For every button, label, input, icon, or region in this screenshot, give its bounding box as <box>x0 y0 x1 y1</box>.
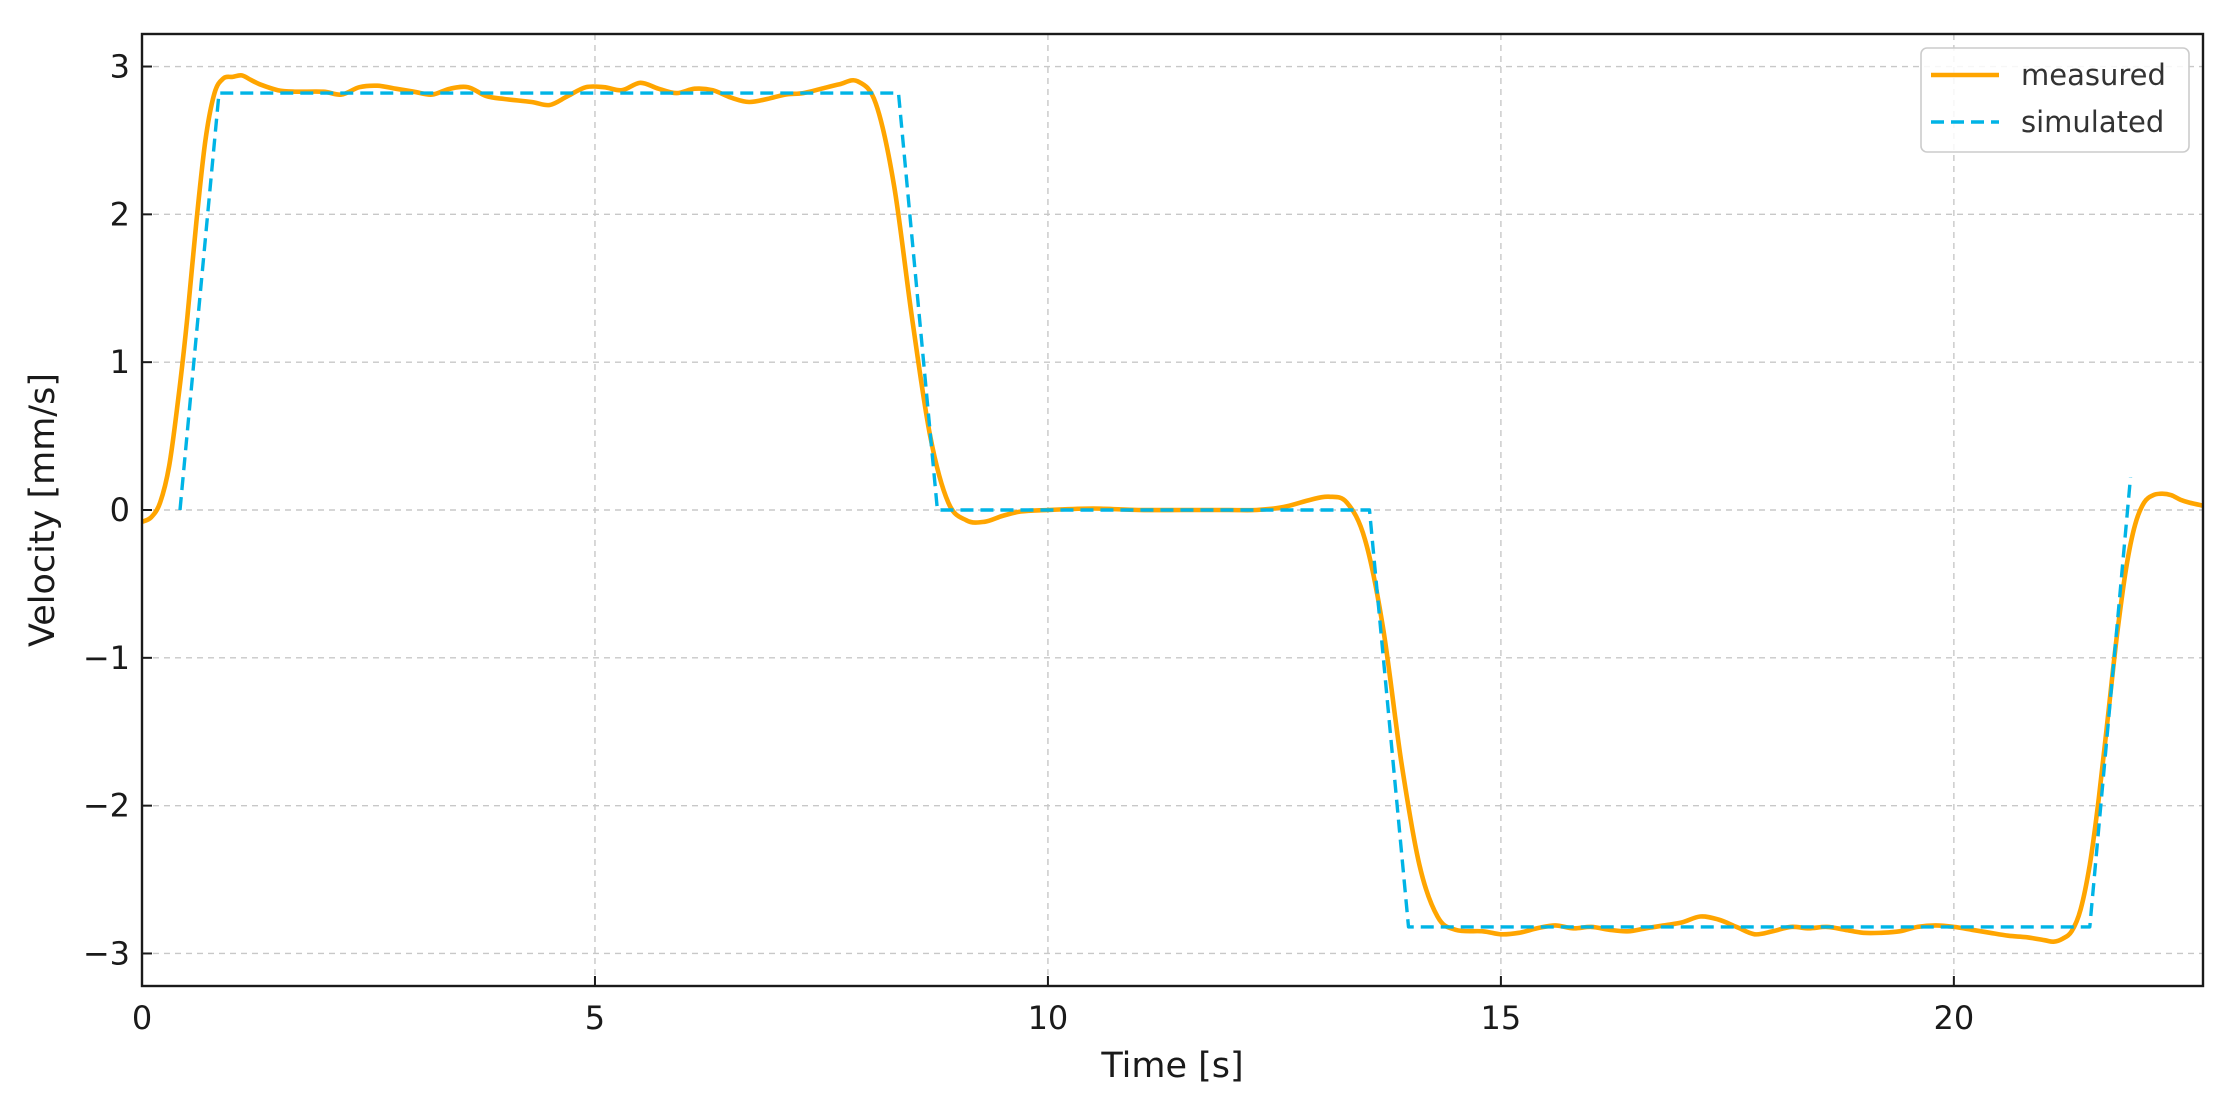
x-tick-label: 0 <box>132 999 152 1037</box>
legend: measured simulated <box>1920 47 2190 153</box>
x-tick-label: 5 <box>585 999 605 1037</box>
series-line-simulated <box>178 91 2133 929</box>
y-tick-label: 2 <box>110 195 130 233</box>
grid <box>141 34 2203 986</box>
y-tick-label: −1 <box>83 639 130 677</box>
y-tick-label: −2 <box>83 787 130 825</box>
legend-label-measured: measured <box>2021 58 2166 92</box>
series-layer <box>142 73 2203 945</box>
y-tick-label: −3 <box>83 934 130 972</box>
x-tick-label: 20 <box>1934 999 1975 1037</box>
y-tick-label: 0 <box>110 491 130 529</box>
x-axis-label: Time [s] <box>1100 1046 1243 1086</box>
tick-labels: 0 5 10 15 20 −3 −2 −1 0 1 2 3 <box>83 48 1974 1037</box>
tick-marks <box>141 65 1955 986</box>
x-tick-label: 15 <box>1481 999 1522 1037</box>
y-tick-label: 1 <box>110 343 130 381</box>
legend-label-simulated: simulated <box>2021 105 2164 139</box>
x-tick-label: 10 <box>1028 999 1069 1037</box>
y-tick-label: 3 <box>110 48 130 86</box>
y-axis-label: Velocity [mm/s] <box>23 373 63 647</box>
